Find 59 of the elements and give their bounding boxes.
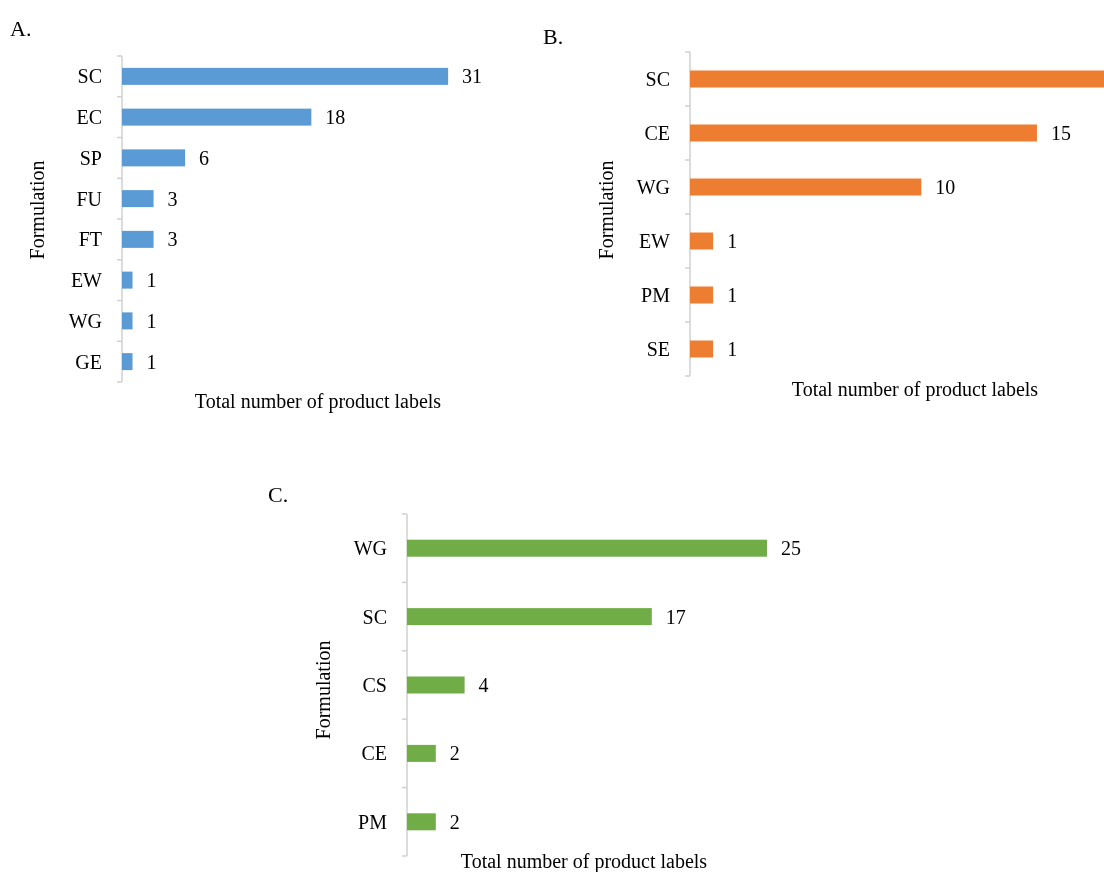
y-axis-title: Formulation — [26, 160, 48, 260]
data-label: 17 — [665, 605, 686, 628]
bar — [122, 67, 449, 85]
y-tick-label: EW — [70, 269, 103, 292]
y-tick-label: SP — [79, 146, 102, 169]
bar — [122, 230, 154, 248]
data-label: 25 — [781, 537, 801, 560]
bar — [122, 190, 154, 208]
data-label: 1 — [146, 309, 157, 332]
y-tick-label: SC — [362, 605, 387, 628]
bar — [407, 608, 652, 626]
y-tick-label: SC — [77, 65, 102, 88]
y-tick-label: EC — [76, 106, 102, 129]
x-axis-title: Total number of product labels — [460, 850, 708, 872]
bar — [122, 149, 186, 167]
data-label: 1 — [727, 338, 738, 360]
data-label: 15 — [1050, 122, 1071, 144]
chart-title: C. — [268, 482, 289, 507]
y-tick-label: WG — [636, 176, 670, 198]
data-label: 10 — [935, 176, 956, 198]
bar — [122, 353, 133, 371]
data-label: 2 — [449, 742, 460, 765]
y-tick-label: WG — [68, 309, 102, 332]
data-label: 1 — [146, 269, 157, 292]
bar — [122, 312, 133, 330]
bar — [407, 676, 465, 694]
y-tick-label: CE — [644, 122, 670, 144]
x-axis-title: Total number of product labels — [791, 378, 1039, 401]
bar — [407, 539, 767, 557]
y-tick-label: PM — [641, 284, 671, 306]
y-tick-label: PM — [358, 810, 388, 833]
y-tick-label: FT — [78, 228, 102, 251]
data-label: 1 — [146, 350, 157, 373]
data-label: 18 — [325, 106, 346, 129]
bar — [407, 813, 436, 831]
data-label: 31 — [462, 65, 483, 88]
chart-title: B. — [543, 24, 564, 49]
data-label: 4 — [478, 674, 489, 696]
y-axis-title: Formulation — [312, 640, 334, 740]
y-tick-label: SC — [645, 68, 670, 90]
y-tick-label: CS — [362, 674, 387, 696]
y-tick-label: CE — [361, 742, 387, 765]
y-tick-label: WG — [353, 537, 387, 560]
chart-title: A. — [10, 16, 32, 41]
y-tick-label: EW — [638, 230, 671, 252]
y-tick-label: SE — [646, 338, 670, 360]
y-axis-title: Formulation — [595, 160, 617, 260]
y-tick-label: GE — [75, 350, 102, 373]
x-axis-title: Total number of product labels — [194, 390, 442, 413]
bar — [122, 108, 312, 126]
data-label: 3 — [167, 187, 178, 210]
data-label: 2 — [449, 810, 460, 833]
data-label: 1 — [727, 284, 738, 306]
bar — [407, 744, 436, 762]
data-label: 1 — [727, 230, 738, 252]
bar — [122, 271, 133, 289]
data-label: 6 — [199, 146, 210, 169]
data-label: 3 — [167, 228, 178, 251]
y-tick-label: FU — [76, 187, 103, 210]
